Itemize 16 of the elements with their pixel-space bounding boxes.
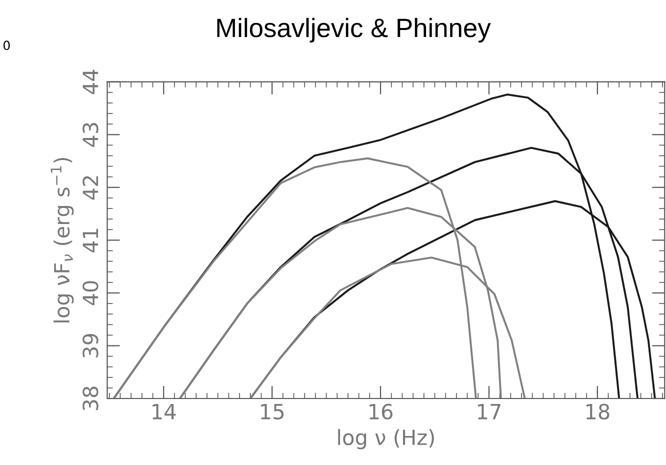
- y-tick-label: 39: [82, 334, 98, 358]
- y-tick-label: 40: [82, 281, 98, 306]
- y-axis-title: log νF$_{ν}$ (erg s$^{−1}$): [50, 158, 74, 322]
- y-tick-label: 41: [82, 228, 98, 252]
- y-tick-label: 38: [82, 386, 98, 410]
- x-tick-label: 15: [261, 404, 284, 420]
- y-tick-label: 44: [82, 70, 98, 94]
- y-tick-label: 43: [82, 123, 98, 147]
- chart-title: Milosavljevic & Phinney: [217, 18, 491, 43]
- x-tick-label: 16: [370, 404, 392, 420]
- x-tick-label: 18: [586, 404, 610, 420]
- x-axis-title: log ν (Hz): [338, 429, 434, 450]
- x-tick-label: 14: [152, 404, 176, 420]
- x-tick-label: 17: [478, 404, 500, 420]
- text: 0: [3, 40, 10, 50]
- y-tick-label: 42: [82, 176, 98, 200]
